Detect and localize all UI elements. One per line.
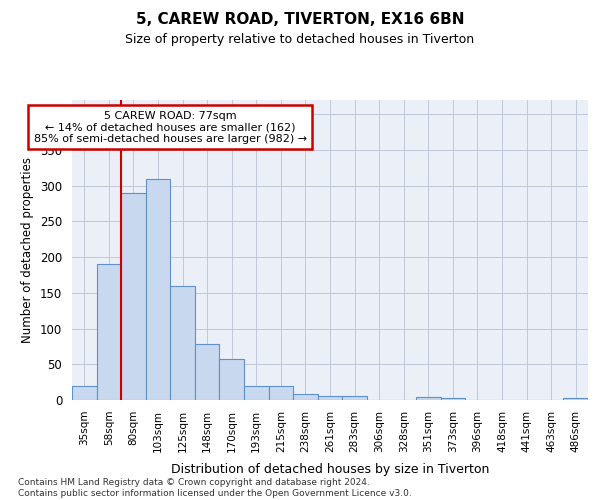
Bar [195,344,220,400]
Bar [416,397,440,400]
Text: Contains HM Land Registry data © Crown copyright and database right 2024.
Contai: Contains HM Land Registry data © Crown c… [18,478,412,498]
Bar [269,386,293,400]
Bar [440,398,465,400]
Bar [342,396,367,400]
Bar [244,386,269,400]
Bar [72,386,97,400]
Text: 5, CAREW ROAD, TIVERTON, EX16 6BN: 5, CAREW ROAD, TIVERTON, EX16 6BN [136,12,464,28]
Text: Size of property relative to detached houses in Tiverton: Size of property relative to detached ho… [125,32,475,46]
Text: 5 CAREW ROAD: 77sqm
← 14% of detached houses are smaller (162)
85% of semi-detac: 5 CAREW ROAD: 77sqm ← 14% of detached ho… [34,110,307,144]
Bar [146,178,170,400]
Bar [318,396,342,400]
Bar [563,398,588,400]
Y-axis label: Number of detached properties: Number of detached properties [22,157,34,343]
Bar [170,286,195,400]
Bar [293,394,318,400]
X-axis label: Distribution of detached houses by size in Tiverton: Distribution of detached houses by size … [171,463,489,476]
Bar [121,193,146,400]
Bar [220,360,244,400]
Bar [97,264,121,400]
